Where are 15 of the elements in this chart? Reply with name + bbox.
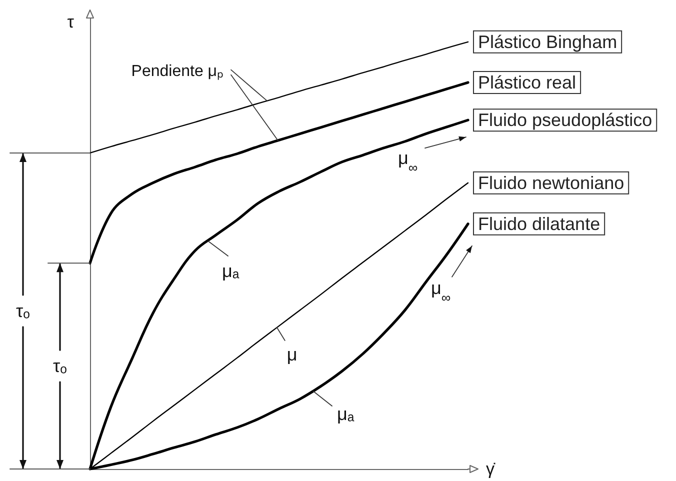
y-axis-title: τ [67,12,74,32]
text: τₒ [16,300,30,321]
series-label: Fluido newtoniano [478,172,624,193]
annotation: μₐ [222,260,240,281]
series-label: Plástico Bingham [478,32,618,52]
annotation: μ$_{∞}$ [431,278,451,304]
x-axis-title: γ̇ [486,460,496,478]
series-label: Fluido pseudoplástico [478,110,652,130]
annotation: μ$_{∞}$ [398,148,418,175]
annotation: μ [286,344,298,365]
text: τₒ [53,356,68,376]
series-label: Plástico real [478,72,576,92]
annotation: Pendiente μₚ [131,62,224,80]
series-label: Fluido dilatante [478,214,600,234]
annotation: μₐ [337,404,354,424]
